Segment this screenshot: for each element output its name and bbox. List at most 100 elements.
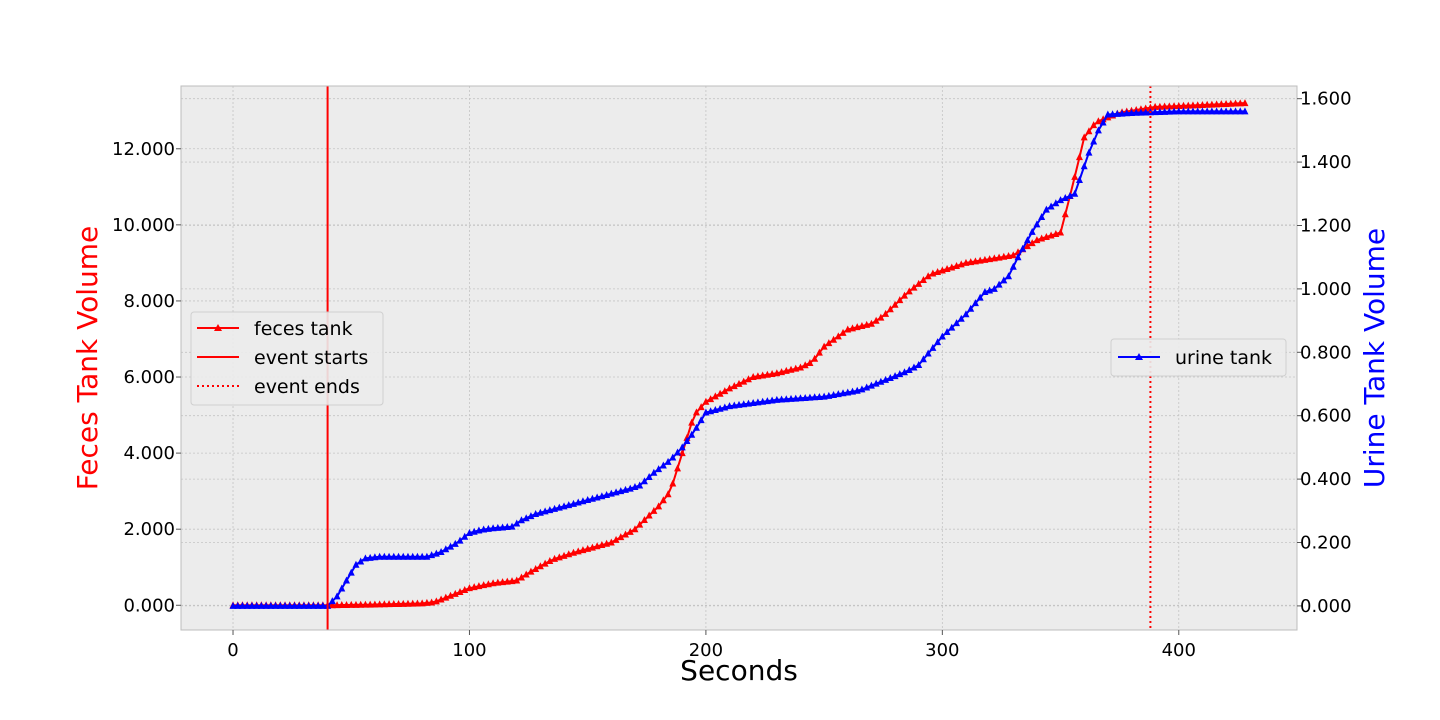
data-point-feces [333,601,341,609]
data-point-feces [1194,101,1202,109]
data-point-urine [1047,202,1055,210]
data-point-feces [1222,99,1230,107]
data-point-urine [882,375,890,383]
data-point-urine [295,601,303,609]
data-point-feces [721,387,729,395]
data-point-urine [1080,162,1088,170]
data-point-urine [929,343,937,351]
data-point-urine [1161,107,1169,115]
data-point-feces [376,600,384,608]
data-point-urine [1038,213,1046,221]
data-point-feces [919,276,927,284]
data-point-urine [300,601,308,609]
data-point-feces [1232,99,1240,107]
x-ticks: 0 100 200 300 400 [227,630,1196,661]
data-point-feces [707,395,715,403]
data-point-urine [688,430,696,438]
data-point-urine [508,522,516,530]
data-point-urine [1066,191,1074,199]
data-point-feces [891,300,899,308]
data-point-urine [976,293,984,301]
data-point-urine [1028,227,1036,235]
data-point-feces [688,418,696,426]
y-right-tick-label: 1.400 [1300,152,1352,173]
data-point-feces [867,319,875,327]
data-point-feces [901,291,909,299]
x-tick-label: 100 [452,640,486,661]
data-point-urine [248,601,256,609]
data-point-feces [1203,100,1211,108]
data-point-feces [735,379,743,387]
data-point-feces [664,490,672,498]
x-tick-label: 0 [227,640,238,661]
y-left-tick-label: 12.000 [112,139,175,160]
y-right-tick-label: 0.600 [1300,406,1352,427]
data-point-feces [730,382,738,390]
data-point-urine [352,560,360,568]
data-point-urine [811,393,819,401]
x-tick-label: 300 [925,640,959,661]
data-point-urine [692,423,700,431]
data-point-feces [915,279,923,287]
data-point-urine [1189,107,1197,115]
data-point-urine [905,366,913,374]
data-point-urine [286,601,294,609]
data-point-urine [957,314,965,322]
data-point-urine [1033,220,1041,228]
data-point-feces [395,599,403,607]
data-point-urine [253,601,261,609]
data-point-feces [390,600,398,608]
data-point-urine [910,363,918,371]
data-point-feces [1217,100,1225,108]
data-point-feces [522,570,530,578]
data-point-urine [1014,253,1022,261]
data-point-urine [1099,118,1107,126]
data-point-urine [1109,110,1117,118]
data-point-feces [669,479,677,487]
data-point-urine [877,377,885,385]
data-point-urine [749,399,757,407]
data-point-urine [1123,109,1131,117]
y-left-tick-label: 0.000 [123,595,175,616]
plot-frame [180,85,1298,631]
series-feces [229,99,1249,609]
data-point-feces [404,599,412,607]
data-point-urine [650,468,658,476]
data-point-feces [527,567,535,575]
data-point-feces [692,408,700,416]
data-point-feces [352,600,360,608]
data-point-urine [669,453,677,461]
data-point-urine [735,400,743,408]
data-point-urine [1198,107,1206,115]
data-point-urine [640,477,648,485]
data-point-feces [413,599,421,607]
data-point-feces [532,564,540,572]
data-point-urine [1023,236,1031,244]
data-point-urine [867,381,875,389]
data-point-urine [1236,107,1244,115]
legend-right: urine tank [1110,338,1287,377]
data-point-feces [702,397,710,405]
data-point-feces [347,600,355,608]
data-point-urine [1170,107,1178,115]
data-point-urine [1203,107,1211,115]
data-point-urine [872,379,880,387]
data-point-urine [886,373,894,381]
data-point-urine [305,601,313,609]
data-point-urine [399,552,407,560]
data-point-feces [1009,251,1017,259]
data-point-urine [1071,189,1079,197]
data-point-urine [896,370,904,378]
y-left-tick-label: 8.000 [123,291,175,312]
data-point-urine [461,532,469,540]
y-right-axis-label: Urine Tank Volume [1358,228,1391,488]
y-right-tick-label: 1.200 [1300,215,1352,236]
data-point-urine [1222,107,1230,115]
data-point-feces [659,496,667,504]
data-point-urine [234,601,242,609]
data-point-feces [617,533,625,541]
data-point-urine [456,536,464,544]
data-point-urine [967,304,975,312]
data-point-urine [447,542,455,550]
data-point-urine [740,400,748,408]
